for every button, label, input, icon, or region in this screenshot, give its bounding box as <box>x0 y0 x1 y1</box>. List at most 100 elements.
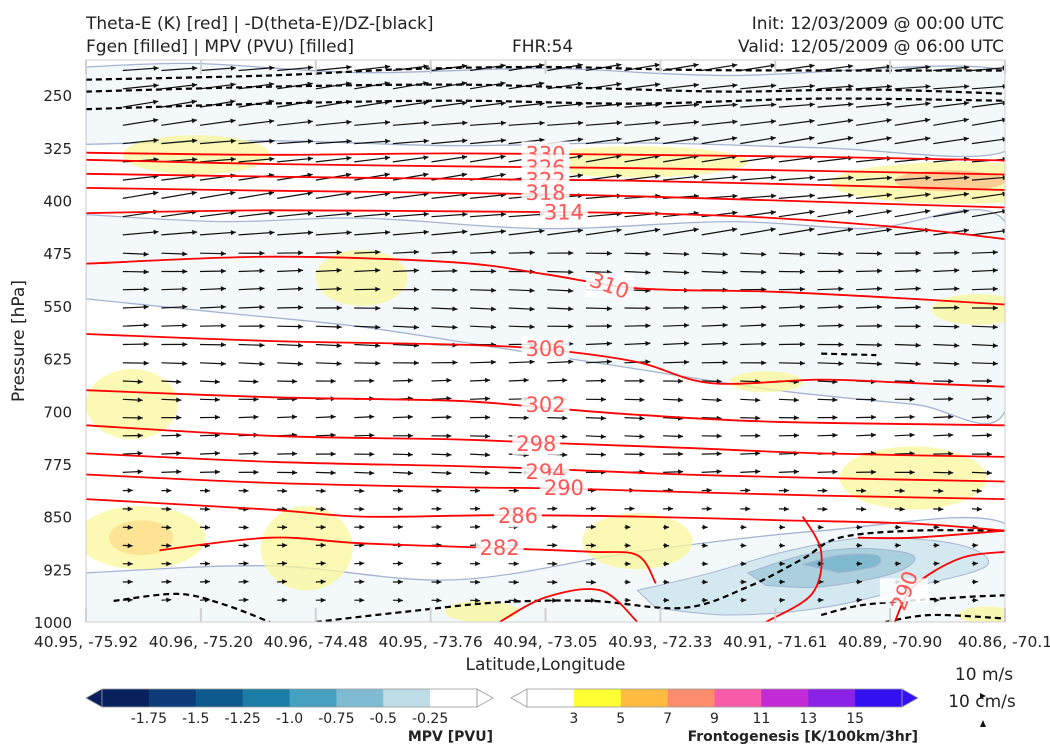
wind-arrow-66 <box>817 103 854 108</box>
wind-arrowhead-512 <box>446 452 452 458</box>
wind-arrowhead-552 <box>127 488 133 493</box>
wind-arrowhead-278 <box>684 270 690 275</box>
wind-arrowhead-714 <box>818 597 824 603</box>
wind-arrowhead-95 <box>1041 118 1046 123</box>
wind-arrow-123 <box>238 158 275 163</box>
wind-arrow-19 <box>856 65 892 72</box>
wind-arrowhead-198 <box>385 211 391 217</box>
wind-arrowhead-667 <box>857 561 863 567</box>
fgen-blob-3b <box>894 170 1005 192</box>
wind-arrow-225 <box>470 230 506 236</box>
wind-arrowhead-359 <box>1031 325 1036 330</box>
wind-arrowhead-151 <box>423 172 429 178</box>
wind-arrow-23 <box>1011 68 1047 71</box>
wind-arrowhead-485 <box>330 432 336 438</box>
wind-arrowhead-479 <box>1025 414 1030 419</box>
wind-arrowhead-167 <box>1041 175 1046 180</box>
wind-arrow-186 <box>817 194 854 199</box>
wind-arrowhead-86 <box>693 119 699 125</box>
wind-arrowhead-431 <box>1026 378 1031 383</box>
fgen-colorbar-tick-9: 9 <box>710 711 719 727</box>
wind-arrowhead-621 <box>934 524 940 530</box>
wind-arrow-455 <box>1011 398 1031 399</box>
wind-arrow-117 <box>933 137 969 145</box>
wind-arrow-28 <box>277 82 313 90</box>
wind-arrowhead-609 <box>475 524 481 530</box>
wind-arrow-171 <box>238 191 275 199</box>
wind-arrow-223 <box>392 231 429 236</box>
wind-arrowhead-553 <box>166 488 172 494</box>
wind-arrowhead-8 <box>461 63 468 69</box>
wind-arrow-62 <box>663 103 700 108</box>
wind-arrowhead-15 <box>731 63 738 68</box>
wind-arrowhead-238 <box>1002 228 1005 234</box>
mpv-colorbar-tick--0.75: -0.75 <box>318 711 354 727</box>
wind-arrowhead-246 <box>375 249 381 255</box>
wind-arrowhead-709 <box>625 597 631 603</box>
wind-arrowhead-26 <box>230 82 236 88</box>
wind-arrow-164 <box>894 177 931 181</box>
wind-arrowhead-110 <box>693 136 699 142</box>
wind-arrowhead-67 <box>886 101 892 107</box>
wind-arrow-209 <box>778 210 815 218</box>
wind-arrowhead-653 <box>320 560 326 566</box>
wind-arrowhead-481 <box>176 432 182 438</box>
wind-arrowhead-103 <box>423 138 429 144</box>
wind-arrow-224 <box>431 230 468 236</box>
wind-arrowhead-48 <box>153 99 159 105</box>
wind-arrowhead-341 <box>336 324 342 330</box>
wind-arrowhead-366 <box>375 343 381 348</box>
y-tick-label-775: 775 <box>43 456 72 474</box>
wind-arrowhead-88 <box>770 119 777 125</box>
wind-arrow-133 <box>624 155 661 163</box>
wind-arrow-108 <box>585 138 622 145</box>
wind-arrowhead-457 <box>176 415 182 421</box>
wind-arrowhead-83 <box>578 120 584 126</box>
wind-arrowhead-259 <box>877 251 883 256</box>
wind-arrowhead-115 <box>886 136 892 141</box>
wind-arrowhead-209 <box>809 209 815 215</box>
wind-arrowhead-450 <box>832 397 838 403</box>
theta-e-label-314: 314 <box>544 201 584 225</box>
wind-arrowhead-683 <box>552 579 558 585</box>
wind-arrowhead-100 <box>307 138 314 144</box>
wind-arrowhead-97 <box>192 138 198 144</box>
wind-arrowhead-107 <box>577 137 584 143</box>
wind-arrowhead-213 <box>963 209 969 214</box>
wind-arrowhead-234 <box>847 227 853 233</box>
y-tick-label-400: 400 <box>43 193 72 211</box>
wind-arrowhead-227 <box>577 228 583 234</box>
wind-arrowhead-228 <box>616 228 622 233</box>
wind-arrow-119 <box>1011 139 1047 143</box>
wind-arrowhead-80 <box>462 120 468 126</box>
wind-arrowhead-567 <box>706 487 712 493</box>
wind-arrow-118 <box>971 138 1005 145</box>
wind-arrow-57 <box>470 102 506 108</box>
wind-arrowhead-408 <box>137 379 143 385</box>
wind-arrowhead-35 <box>577 81 583 87</box>
wind-arrowhead-159 <box>732 174 738 180</box>
wind-arrowhead-216 <box>153 229 159 235</box>
wind-arrow-193 <box>161 211 198 218</box>
fgen-blob-8 <box>839 446 987 510</box>
wind-arrowhead-658 <box>513 561 519 567</box>
wind-arrowhead-413 <box>330 378 336 384</box>
fgen-colorbar-segment-0 <box>527 689 575 707</box>
fgen-colorbar-tick-5: 5 <box>616 711 625 727</box>
wind-arrowhead-268 <box>298 268 304 273</box>
wind-arrow-30 <box>354 82 390 90</box>
wind-arrowhead-34 <box>538 81 545 87</box>
mpv-colorbar-frame <box>101 688 478 708</box>
y-tick-label-550: 550 <box>43 298 72 316</box>
wind-arrowhead-14 <box>693 62 699 68</box>
wind-arrow-172 <box>277 192 313 199</box>
wind-arrowhead-222 <box>385 230 391 235</box>
wind-arrowhead-593 <box>783 506 789 512</box>
wind-arrowhead-220 <box>307 230 314 236</box>
wind-arrowhead-601 <box>166 524 172 530</box>
wind-arrowhead-254 <box>684 251 690 257</box>
wind-arrow-78 <box>354 121 391 126</box>
wind-arrowhead-557 <box>320 488 326 494</box>
wind-arrowhead-655 <box>397 561 403 566</box>
wind-arrowhead-184 <box>771 193 777 199</box>
